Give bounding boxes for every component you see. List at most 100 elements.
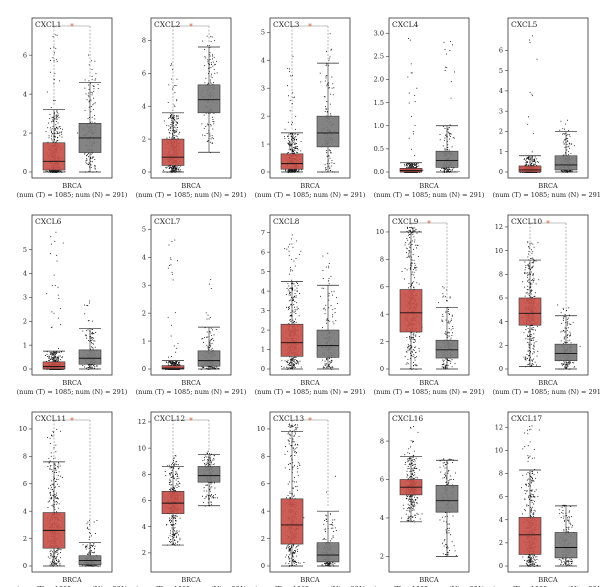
normal-box-iqr bbox=[197, 466, 221, 483]
y-tick-label: 2 bbox=[23, 535, 27, 543]
tumor-box bbox=[399, 426, 423, 523]
y-tick-label: 8 bbox=[499, 270, 503, 278]
normal-box-iqr bbox=[316, 115, 340, 148]
x-axis-label: BRCA bbox=[300, 182, 320, 190]
y-tick-label: 0 bbox=[142, 168, 146, 176]
significance-star: * bbox=[427, 219, 431, 228]
normal-box bbox=[197, 279, 221, 370]
y-tick-label: 0 bbox=[142, 365, 146, 373]
normal-box bbox=[435, 458, 459, 557]
normal-box bbox=[316, 252, 340, 370]
y-tick-label: 6 bbox=[499, 47, 503, 55]
y-tick-label: 3 bbox=[261, 307, 265, 315]
y-tick-label: 2 bbox=[261, 112, 265, 120]
tumor-box-iqr bbox=[518, 297, 542, 326]
y-tick-label: 0.5 bbox=[374, 145, 384, 153]
x-axis-label: BRCA bbox=[538, 379, 558, 387]
sample-size-note: (num (T) = 1085; num (N) = 291) bbox=[493, 191, 600, 199]
x-axis-label: BRCA bbox=[538, 182, 558, 190]
x-axis-label: BRCA bbox=[419, 182, 439, 190]
tumor-box-iqr bbox=[161, 138, 185, 166]
y-tick-label: 3 bbox=[23, 294, 27, 302]
significance-bracket: * bbox=[172, 416, 210, 463]
y-tick-label: 0 bbox=[499, 168, 503, 176]
y-tick-label: 4 bbox=[261, 287, 265, 295]
y-tick-label: 4 bbox=[499, 516, 503, 524]
tumor-box bbox=[399, 226, 423, 370]
y-tick-label: 5 bbox=[261, 268, 265, 276]
sample-size-note: (num (T) = 1085; num (N) = 291) bbox=[255, 585, 366, 587]
normal-box bbox=[554, 119, 578, 173]
x-axis-label: BRCA bbox=[181, 182, 201, 190]
y-tick-label: 0 bbox=[261, 365, 265, 373]
sample-size-note: (num (T) = 1085; num (N) = 291) bbox=[374, 191, 485, 199]
tumor-box bbox=[42, 231, 66, 370]
tumor-box-iqr bbox=[280, 153, 304, 170]
normal-box-iqr bbox=[197, 84, 221, 114]
significance-star: * bbox=[308, 22, 312, 31]
y-tick-label: 0 bbox=[499, 562, 503, 570]
tumor-box bbox=[518, 35, 542, 173]
sample-size-note: (num (T) = 1085; num (N) = 291) bbox=[493, 388, 600, 396]
y-tick-label: 1 bbox=[142, 337, 146, 345]
y-tick-label: 2.0 bbox=[374, 76, 384, 84]
y-tick-label: 1 bbox=[261, 140, 265, 148]
y-tick-label: 12 bbox=[495, 423, 503, 431]
y-tick-label: 4 bbox=[261, 507, 265, 515]
normal-box-iqr bbox=[435, 339, 459, 359]
y-tick-label: 1 bbox=[261, 346, 265, 354]
y-tick-label: 4 bbox=[499, 318, 503, 326]
y-tick-label: 3 bbox=[142, 281, 146, 289]
tumor-box bbox=[42, 34, 66, 173]
panel-cxcl9: 0 2 4 6 8 10 CXCL9 * BRCA(num (T) = 1085; num (N… bbox=[374, 214, 485, 396]
y-tick-label: 0 bbox=[23, 365, 27, 373]
y-tick-label: 6 bbox=[261, 248, 265, 256]
normal-box-iqr bbox=[316, 542, 340, 563]
normal-box-iqr bbox=[435, 150, 459, 168]
normal-box-iqr bbox=[554, 343, 578, 362]
gene-label: CXCL1 bbox=[35, 20, 61, 29]
sample-size-note: (num (T) = 1085; num (N) = 291) bbox=[255, 388, 366, 396]
normal-box-iqr bbox=[316, 329, 340, 358]
tumor-box bbox=[161, 455, 185, 546]
y-tick-label: 2 bbox=[23, 317, 27, 325]
tumor-box-iqr bbox=[161, 365, 185, 370]
y-tick-label: 2 bbox=[142, 135, 146, 143]
y-tick-label: 4 bbox=[261, 57, 265, 65]
y-tick-label: 4 bbox=[142, 102, 146, 110]
y-tick-label: 1.0 bbox=[374, 122, 384, 130]
normal-box bbox=[554, 304, 581, 370]
gene-label: CXCL6 bbox=[35, 217, 62, 226]
normal-box bbox=[316, 33, 340, 173]
significance-bracket: * bbox=[53, 22, 91, 106]
panel-cxcl12: 2 4 6 8 10 12 CXCL12 * BRCA(num (T) = 1085; num … bbox=[136, 411, 247, 587]
gene-label: CXCL4 bbox=[392, 20, 419, 29]
y-tick-label: 5 bbox=[261, 29, 265, 37]
y-tick-label: 3.0 bbox=[374, 29, 384, 37]
y-tick-label: 0 bbox=[499, 365, 503, 373]
y-tick-label: 10 bbox=[495, 247, 503, 255]
tumor-box bbox=[42, 429, 66, 567]
normal-box bbox=[435, 286, 459, 370]
normal-box bbox=[554, 504, 578, 567]
tumor-box-iqr bbox=[280, 498, 304, 545]
y-tick-label: 10 bbox=[19, 425, 27, 433]
tumor-box bbox=[161, 239, 185, 370]
y-tick-label: 2 bbox=[261, 535, 265, 543]
y-tick-label: 0.0 bbox=[374, 168, 384, 176]
y-tick-label: 2 bbox=[499, 539, 503, 547]
x-axis-label: BRCA bbox=[419, 576, 439, 584]
significance-star: * bbox=[189, 22, 193, 31]
normal-box-iqr bbox=[197, 350, 221, 367]
y-tick-label: 5 bbox=[142, 226, 146, 234]
tumor-box bbox=[518, 241, 542, 368]
sample-size-note: (num (T) = 1085; num (N) = 291) bbox=[17, 191, 128, 199]
y-tick-label: 2 bbox=[380, 338, 384, 346]
normal-box-iqr bbox=[554, 155, 578, 171]
y-tick-label: 10 bbox=[495, 447, 503, 455]
y-tick-label: 2 bbox=[23, 129, 27, 137]
y-tick-label: 2 bbox=[142, 549, 146, 557]
normal-box bbox=[435, 41, 460, 173]
normal-box bbox=[78, 300, 102, 370]
